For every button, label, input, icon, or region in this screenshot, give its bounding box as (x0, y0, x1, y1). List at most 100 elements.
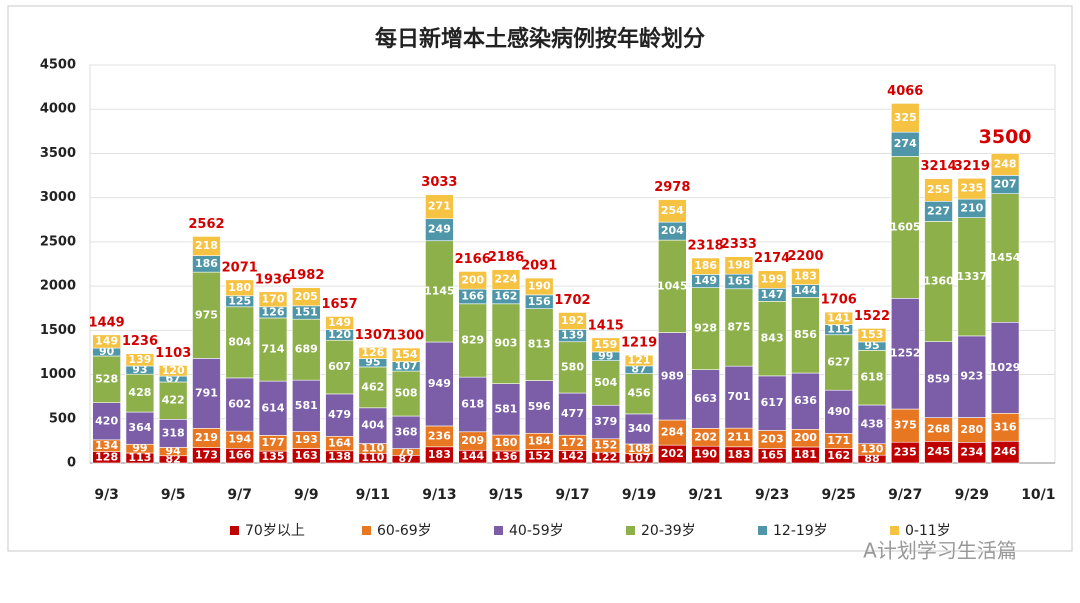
segment-label: 136 (494, 450, 517, 463)
segment-label: 110 (361, 451, 384, 464)
bar-segment (757, 270, 787, 289)
segment-label: 829 (461, 333, 484, 346)
segment-label: 813 (528, 338, 551, 351)
total-label: 1657 (321, 297, 357, 312)
segment-label: 153 (860, 328, 883, 341)
x-tick-label: 9/3 (94, 487, 119, 503)
segment-label: 280 (960, 423, 983, 436)
x-tick-label: 9/5 (161, 487, 186, 503)
bar-segment (292, 287, 321, 307)
bar-segment (491, 303, 521, 384)
segment-label: 325 (894, 111, 917, 124)
segment-label: 248 (994, 157, 1017, 170)
segment-label: 1337 (956, 270, 987, 283)
legend-swatch (626, 526, 635, 535)
segment-label: 975 (195, 308, 218, 321)
segment-label: 422 (162, 394, 185, 407)
segment-label: 183 (794, 270, 817, 283)
segment-label: 364 (128, 421, 151, 434)
segment-label: 192 (561, 314, 584, 327)
bar-segment (558, 341, 587, 394)
segment-label: 923 (960, 370, 983, 383)
bar-segment (591, 337, 621, 353)
bar-segment (791, 268, 820, 285)
segment-label: 202 (661, 447, 684, 460)
segment-label: 162 (827, 449, 850, 462)
segment-label: 149 (95, 334, 118, 347)
bar-segment (990, 412, 1020, 442)
y-tick-label: 1500 (40, 323, 76, 338)
legend-label: 20-39岁 (641, 523, 696, 539)
watermark: A计划学习生活篇 (863, 539, 1017, 563)
segment-label: 186 (195, 257, 218, 270)
bar-segment (325, 393, 354, 437)
y-tick-label: 4500 (40, 58, 76, 73)
segment-label: 193 (295, 433, 318, 446)
segment-label: 210 (960, 201, 983, 214)
segment-label: 190 (694, 448, 717, 461)
segment-label: 284 (661, 426, 684, 439)
total-label: 3214 (920, 159, 956, 174)
y-tick-label: 1000 (40, 367, 76, 382)
bar-segment (691, 369, 720, 429)
segment-label: 184 (528, 434, 551, 447)
segment-label: 989 (661, 369, 684, 382)
segment-label: 144 (461, 450, 484, 463)
x-tick-label: 9/25 (822, 487, 856, 503)
bar-segment (192, 271, 221, 359)
segment-label: 205 (295, 290, 318, 303)
segment-label: 614 (262, 401, 285, 414)
total-label: 1103 (155, 346, 191, 361)
bar-segment (225, 279, 255, 297)
bar-segment (824, 389, 853, 434)
bar-segment (125, 411, 155, 445)
bar-segment (724, 256, 754, 275)
segment-label: 173 (195, 448, 218, 461)
segment-label: 928 (694, 322, 717, 335)
bar-segment (857, 328, 887, 343)
segment-label: 202 (694, 430, 717, 443)
legend-label: 60-69岁 (377, 523, 432, 539)
segment-label: 209 (461, 434, 484, 447)
segment-label: 903 (494, 337, 517, 350)
bar-segment (158, 381, 188, 420)
segment-label: 235 (894, 446, 917, 459)
legend-swatch (362, 526, 371, 535)
segment-label: 1045 (657, 279, 688, 292)
bar-segment (957, 177, 987, 200)
segment-label: 120 (328, 328, 351, 341)
segment-label: 154 (395, 348, 418, 361)
y-tick-label: 2500 (40, 234, 76, 249)
bar-segment (425, 240, 454, 343)
bar-segment (558, 392, 587, 436)
legend-label: 0-11岁 (905, 523, 951, 539)
bar-segment (591, 360, 621, 406)
bar-segment (491, 269, 521, 290)
bar-segment (458, 271, 487, 290)
segment-label: 508 (395, 387, 418, 400)
bar-segment (658, 199, 687, 223)
segment-label: 138 (328, 450, 351, 463)
legend-label: 12-19岁 (773, 523, 828, 539)
segment-label: 479 (328, 408, 351, 421)
bar-segment (192, 358, 221, 429)
segment-label: 108 (628, 442, 651, 455)
segment-label: 249 (428, 223, 451, 236)
bar-segment (192, 236, 221, 256)
segment-label: 235 (960, 182, 983, 195)
segment-label: 163 (295, 449, 318, 462)
bar-segment (358, 407, 388, 444)
bar-segment (724, 365, 754, 429)
segment-label: 204 (661, 224, 684, 237)
bar-segment (325, 316, 354, 330)
segment-label: 636 (794, 394, 817, 407)
segment-label: 93 (132, 363, 147, 376)
bar-segment (957, 335, 987, 418)
segment-label: 207 (994, 178, 1017, 191)
segment-label: 139 (128, 353, 151, 366)
segment-label: 254 (661, 204, 684, 217)
bar-segment (857, 350, 887, 406)
bar-segment (92, 402, 121, 441)
segment-label: 211 (727, 430, 750, 443)
segment-label: 1252 (890, 347, 921, 360)
